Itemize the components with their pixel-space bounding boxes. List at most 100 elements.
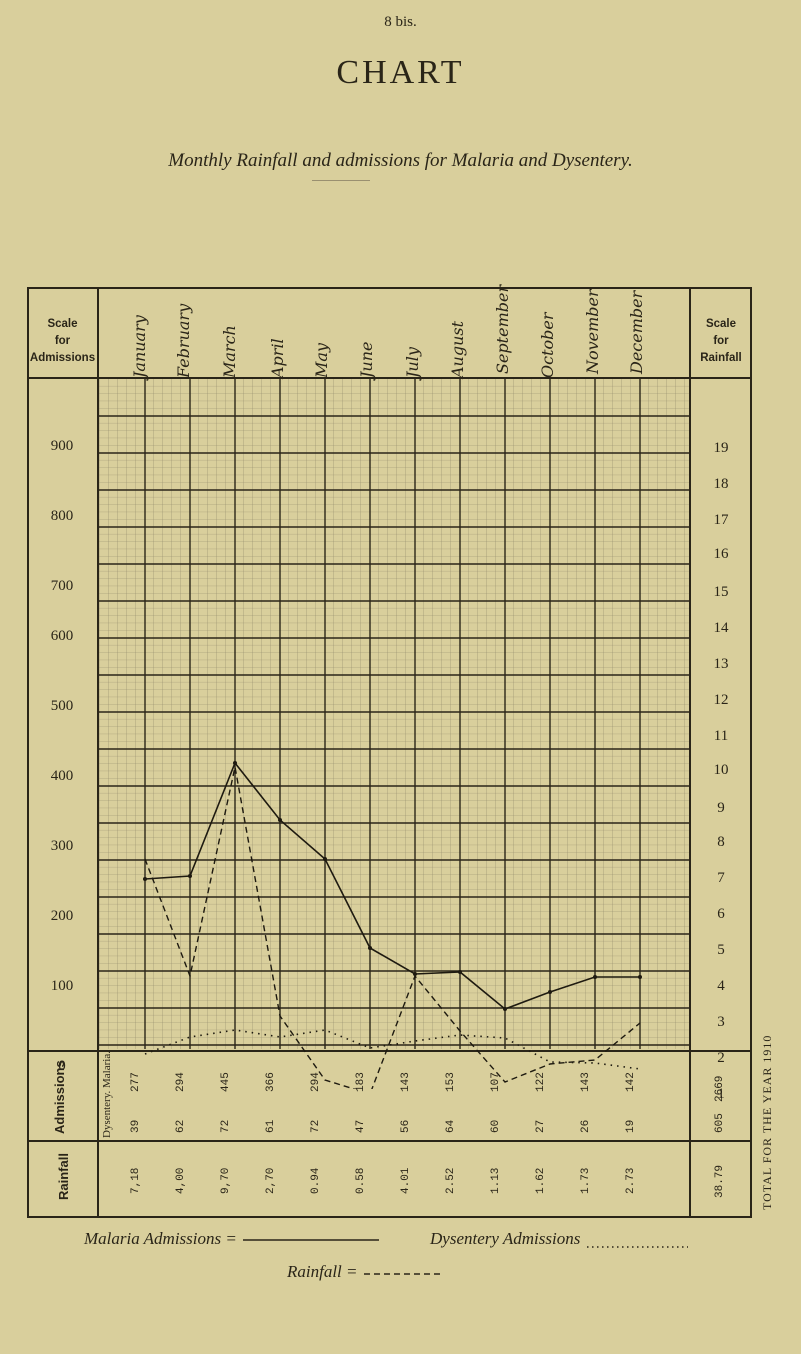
admissions-tick-400: 400 (50, 768, 74, 784)
header-word: Scale (705, 318, 737, 330)
legend-rainfall: Rainfall = (287, 1262, 442, 1282)
rainfall-row-label: Rainfall (56, 1153, 71, 1200)
malaria-mar: 445 (220, 1072, 232, 1092)
malaria-jul: 143 (400, 1072, 412, 1092)
dysentery-feb: 62 (175, 1119, 187, 1133)
rainfall-feb: 4,00 (175, 1167, 187, 1194)
admissions-tick-200: 200 (50, 908, 74, 924)
rainfall-tick-5: 5 (717, 942, 725, 958)
malaria-aug: 153 (445, 1072, 457, 1092)
malaria-jun: 183 (355, 1072, 367, 1092)
chart-frame (27, 287, 752, 1218)
malaria-total: 2669 (714, 1075, 726, 1102)
rainfall-tick-2: 2 (717, 1050, 725, 1066)
legend-dashed-line-icon (363, 1273, 440, 1275)
rainfall-tick-16: 16 (713, 546, 729, 562)
rainfall-tick-17: 17 (713, 512, 729, 528)
rainfall-tick-11: 11 (713, 728, 729, 744)
header-divider (27, 377, 752, 379)
rainfall-tick-3: 3 (717, 1014, 725, 1030)
admissions-scale-header: Scale for Admissions (28, 316, 97, 367)
rainfall-tick-8: 8 (717, 834, 725, 850)
dysentery-aug: 64 (445, 1119, 457, 1133)
header-word: for (54, 335, 71, 347)
malaria-oct: 122 (535, 1072, 547, 1092)
admissions-tick-600: 600 (50, 628, 74, 644)
page-number: 8 bis. (384, 14, 417, 30)
left-scale-divider (97, 287, 99, 1218)
rainfall-tick-10: 10 (713, 762, 729, 778)
dysentery-total: 605 (714, 1113, 726, 1133)
rainfall-jun: 0.58 (355, 1167, 367, 1194)
right-scale-divider (689, 287, 691, 1218)
rainfall-tick-6: 6 (717, 906, 725, 922)
malaria-may: 294 (310, 1072, 322, 1092)
month-label-march: March (220, 325, 239, 378)
legend-solid-line-icon (243, 1239, 380, 1241)
rainfall-total: 38.79 (714, 1164, 726, 1198)
dysentery-may: 72 (310, 1119, 322, 1133)
rainfall-line (144, 766, 641, 1089)
dysentery-jun: 47 (355, 1119, 367, 1133)
dysentery-jan: 39 (130, 1119, 142, 1133)
rainfall-tick-14: 14 (713, 620, 729, 636)
dysentery-mar: 72 (220, 1119, 232, 1133)
rainfall-tick-13: 13 (713, 656, 729, 672)
admissions-row-label: Admissions (52, 1060, 67, 1134)
legend-malaria-label: Malaria Admissions = (84, 1229, 237, 1248)
header-word: Rainfall (700, 352, 742, 364)
rainfall-jul: 4.01 (400, 1167, 412, 1194)
dysentery-subheader: Dysentery. Malaria. (101, 1051, 113, 1138)
title-rule (312, 180, 370, 181)
malaria-points (143, 761, 642, 1011)
rainfall-scale-header: Scale for Rainfall (691, 316, 751, 367)
month-label-january: January (130, 315, 149, 378)
chart-bottom-divider (27, 1050, 752, 1052)
legend-dotted-line-icon (586, 1246, 688, 1248)
rainfall-row-divider (27, 1140, 752, 1142)
admissions-tick-800: 800 (50, 508, 74, 524)
malaria-feb: 294 (175, 1072, 187, 1092)
rainfall-jan: 7,18 (130, 1167, 142, 1194)
month-label-december: December (627, 290, 646, 374)
table-divider (97, 1050, 99, 1218)
rainfall-tick-18: 18 (713, 476, 729, 492)
malaria-dec: 142 (625, 1072, 637, 1092)
rainfall-aug: 2.52 (445, 1167, 457, 1194)
admissions-tick-100: 100 (50, 978, 74, 994)
dysentery-nov: 26 (580, 1119, 592, 1133)
month-label-february: February (174, 303, 193, 378)
month-label-october: October (538, 312, 557, 379)
rainfall-mar: 9,70 (220, 1167, 232, 1194)
admissions-tick-900: 900 (50, 438, 74, 454)
chart-subtitle: Monthly Rainfall and admissions for Mala… (168, 150, 633, 171)
malaria-nov: 143 (580, 1072, 592, 1092)
rainfall-may: 0.94 (310, 1167, 322, 1194)
rainfall-oct: 1.62 (535, 1167, 547, 1194)
minor-grid (99, 379, 689, 1049)
rainfall-tick-15: 15 (713, 584, 729, 600)
page-title: CHART (336, 54, 465, 91)
legend-rainfall-label: Rainfall = (287, 1262, 358, 1281)
dysentery-label: Dysentery. (101, 1090, 113, 1138)
chart-plot-area (99, 379, 689, 1089)
month-label-september: September (493, 284, 512, 374)
dysentery-oct: 27 (535, 1119, 547, 1133)
rainfall-tick-4: 4 (717, 978, 725, 994)
admissions-tick-0: 0 (58, 1058, 66, 1074)
rainfall-nov: 1.73 (580, 1167, 592, 1194)
malaria-label: Malaria. (101, 1051, 113, 1088)
dysentery-dec: 19 (625, 1119, 637, 1133)
admissions-tick-700: 700 (50, 578, 74, 594)
rainfall-tick-1: 1 (717, 1086, 725, 1102)
month-label-august: August (448, 320, 467, 378)
total-for-year-label: TOTAL FOR THE YEAR 1910 (760, 1034, 774, 1210)
rainfall-sep: 1.13 (490, 1167, 502, 1194)
month-label-june: June (357, 341, 376, 379)
dysentery-sep: 60 (490, 1119, 502, 1133)
rainfall-tick-19: 19 (713, 440, 729, 456)
rainfall-dec: 2.73 (625, 1167, 637, 1194)
header-word: for (713, 335, 729, 347)
dysentery-jul: 56 (400, 1119, 412, 1133)
legend-dysentery-label: Dysentery Admissions (430, 1229, 581, 1248)
